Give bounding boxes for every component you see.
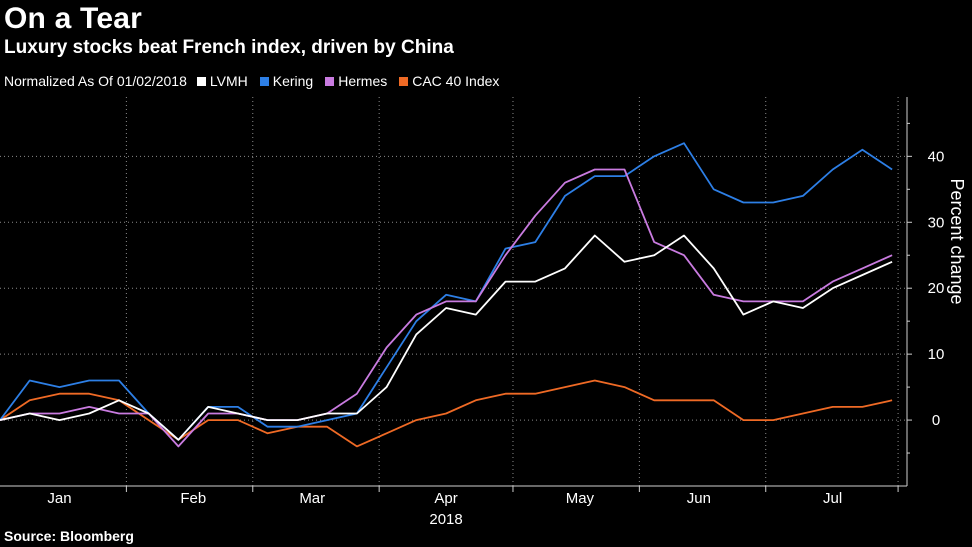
legend-entry-kering: Kering [259,73,314,89]
x-tick-label: Jul [823,490,842,507]
normalized-note: Normalized As Of 01/02/2018 [4,73,187,89]
legend-swatch-cac40 [399,76,409,86]
source-note: Source: Bloomberg [4,528,134,544]
legend-entry-lvmh: LVMH [196,73,248,89]
y-tick-label: 30 [928,214,945,231]
series-line-lvmh [0,234,893,441]
legend-swatch-kering [259,76,269,86]
chart-legend: Normalized As Of 01/02/2018 LVMH Kering … [4,73,511,89]
x-tick-label: Feb [180,490,206,507]
x-tick-label: May [566,490,595,507]
x-tick-label: Mar [299,490,325,507]
legend-swatch-hermes [325,76,335,86]
legend-swatch-lvmh [196,76,206,86]
series-line-cac-40-index [0,379,893,448]
chart-title: On a Tear [4,2,142,35]
legend-label-lvmh: LVMH [209,73,248,89]
legend-entry-cac40: CAC 40 Index [399,73,499,89]
x-tick-label: Jan [47,490,71,507]
series-line-kering [0,142,893,441]
legend-entry-hermes: Hermes [325,73,387,89]
x-tick-label: Apr [434,490,457,507]
x-tick-label: Jun [687,490,711,507]
legend-label-kering: Kering [272,73,314,89]
y-axis-title: Percent change [947,178,967,304]
x-year-label: 2018 [429,511,462,528]
y-tick-label: 10 [928,346,945,363]
y-tick-label: 20 [928,280,945,297]
y-tick-label: 0 [932,412,940,429]
chart-subtitle: Luxury stocks beat French index, driven … [4,37,454,58]
y-tick-label: 40 [928,148,945,165]
legend-label-cac40: CAC 40 Index [412,73,500,89]
legend-label-hermes: Hermes [338,73,388,89]
